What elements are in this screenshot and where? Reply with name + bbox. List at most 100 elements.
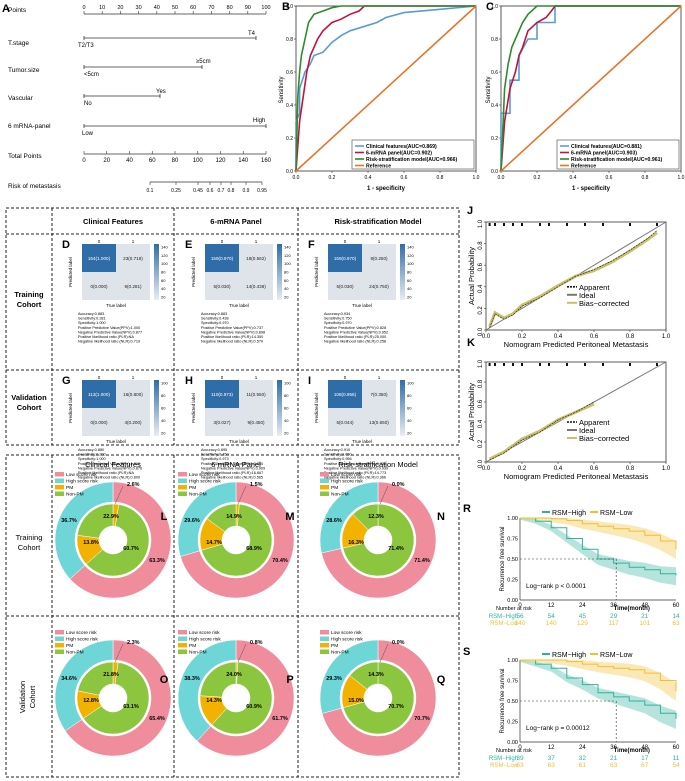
cm-cell (362, 380, 396, 408)
cm-colorbar-tick: 100 (407, 381, 414, 386)
cm-cell-value: 5(0.030) (336, 284, 354, 289)
cm-stat-line: Positive likelihood ratio (PLR):NA (78, 335, 134, 339)
km-risk-label: RSM−Low (490, 763, 519, 769)
cal-ytick-label: 0.8 (478, 241, 484, 250)
points-tick-label: 0 (82, 5, 85, 11)
km-risk-value: 29 (610, 613, 618, 620)
points-tick-label: 90 (245, 5, 251, 11)
donut-header-risk: Risk-stratification Model (338, 460, 418, 469)
cm-cell (116, 380, 150, 408)
cal-rug-mark (503, 363, 505, 366)
cal-line-0 (489, 230, 658, 328)
cm-colorbar-tick: 140 (161, 245, 168, 250)
cal-ytick-label: 1.0 (478, 359, 484, 368)
donut-row-training-2: Cohort (18, 543, 41, 552)
km-risk-value: 117 (608, 620, 619, 627)
roc-legend-box (556, 139, 680, 170)
cm-colorbar-tick: 60 (407, 278, 412, 283)
donut-inner-label-nonpm: 71.4% (388, 546, 404, 552)
cm-panel-label: D (62, 239, 70, 251)
cm-colorbar-tick: 60 (284, 406, 289, 411)
cm-cell-value: 11(0.550) (246, 392, 266, 397)
cm-axis-true: True label (106, 303, 126, 308)
km-risk-value: 39 (516, 755, 524, 762)
roc-xtick-label: 0.8 (437, 175, 444, 181)
cm-colorbar-tick: 20 (407, 431, 412, 436)
cm-stat-line: Positive likelihood ratio (PLR):25.000 (324, 335, 386, 339)
roc-b-plot: 0.00.0 0.2 0.2 0.4 0.4 0.6 0.6 0.8 0.8 1.0 1.0 (286, 4, 480, 181)
cm-colorbar-tick: 60 (284, 278, 289, 283)
cm-stat-line: Negative likelihood ratio (NLR):0.719 (78, 340, 140, 344)
donut-inner-label-nonpm-high: 14.9% (226, 514, 242, 520)
km-risk-value: 21 (610, 755, 618, 762)
tumorsize-low-label: <5cm (84, 72, 99, 78)
cm-axis-pred: Predicted label (191, 393, 196, 423)
donut-legend-swatch (320, 630, 329, 635)
cal-ylabel: Actual Probability (467, 383, 476, 441)
cm-colorbar-tick: 80 (407, 270, 412, 275)
donut-legend-swatch (178, 643, 187, 648)
donut-inner-label-pm: 15.0% (348, 698, 364, 704)
points-tick-label: 20 (117, 5, 123, 11)
points-tick-label: 80 (227, 5, 233, 11)
tumorsize-high-label: ≥5cm (196, 59, 211, 65)
cm-cell-value: 0(0.000) (90, 420, 108, 425)
cm-stat-line: Positive Predictive Value(PPV):1.000 (78, 462, 140, 466)
km-risk-label: RSM−High (489, 614, 518, 620)
cm-cell (82, 244, 116, 272)
cm-colorbar-tick: 60 (161, 278, 166, 283)
donut-outer-label-low: 70.7% (414, 716, 430, 722)
km-risk-pad: 0 (518, 773, 519, 774)
donut-outer-label-high: 28.6% (326, 518, 342, 524)
km-xtick-label: 24 (579, 603, 586, 609)
donut-inner-slice (343, 661, 415, 735)
donut-inner-label-nonpm-high: 14.3% (368, 672, 384, 678)
panel-label-s: S (463, 646, 470, 658)
donut-leader-line (379, 485, 389, 505)
total-points-axis: 0 20 40 60 80 100 120 140 160 (82, 151, 272, 164)
cm-cell-value: 18(0.562) (246, 256, 266, 261)
cal-ytick-label: 0.8 (478, 379, 484, 388)
nomo-label-tstage: T.stage (8, 40, 29, 47)
roc-xtick-label: 0.0 (293, 175, 300, 181)
panel-label-k: K (467, 337, 475, 349)
cm-col-index: 1 (132, 239, 135, 244)
cm-stat-line: Accuracy:0.934 (324, 312, 350, 316)
roc-b-xlabel: 1 - specificity (367, 186, 406, 192)
cm-cell (362, 272, 396, 300)
donut-legend-swatch (55, 478, 64, 483)
cal-xtick-label: 0.4 (554, 334, 563, 340)
cm-row-validation-2: Cohort (17, 403, 42, 412)
donut-legend-label: Low score risk (189, 630, 220, 636)
cm-stat-line: Negative likelihood ratio (NLR):0.579 (201, 340, 263, 344)
confusion-panels: D 0 1 164(1.000) 23(0.719) 0(0.000) 9(0.281) Pr… (62, 239, 414, 480)
donut-legend-label: Non-PM (331, 492, 349, 498)
cm-stat-line: Positive Predictive Value(PPV):0.737 (201, 326, 263, 330)
cm-colorbar-tick: 140 (407, 245, 414, 250)
points-tick-label: 10 (99, 5, 105, 11)
cm-col-index: 0 (344, 239, 347, 244)
cm-colorbar-tick: 120 (407, 253, 414, 258)
tstage-low-label: T2/T3 (78, 43, 94, 49)
roc-xtick-label: 0.0 (498, 175, 505, 181)
cm-colorbar-tick: 40 (407, 286, 412, 291)
donut-inner-label-pm: 13.8% (83, 540, 99, 546)
cal-rug-mark (488, 363, 491, 366)
nomo-label-points: Points (8, 7, 27, 14)
roc-xtick-label: 1.0 (678, 175, 685, 181)
donut-legend-label: PM (66, 485, 73, 491)
roc-xtick-label: 0.4 (570, 175, 577, 181)
cm-stat-line: Accuracy:0.895 (201, 448, 227, 452)
donut-inner-slice (77, 503, 114, 539)
cm-colorbar-tick: 20 (284, 295, 289, 300)
cm-cell-value: 5(0.044) (336, 420, 354, 425)
donut-outer-label-low: 65.4% (149, 716, 165, 722)
cm-stat-line: Accuracy:0.910 (324, 448, 350, 452)
risk-tick-label: 0.8 (228, 188, 235, 194)
cm-stat-line: Specificity:1.000 (78, 321, 106, 325)
donut-legend-label: Non-PM (66, 492, 84, 498)
donut-legend-label: Low score risk (331, 630, 362, 636)
km-risk-value: 63 (610, 762, 618, 769)
